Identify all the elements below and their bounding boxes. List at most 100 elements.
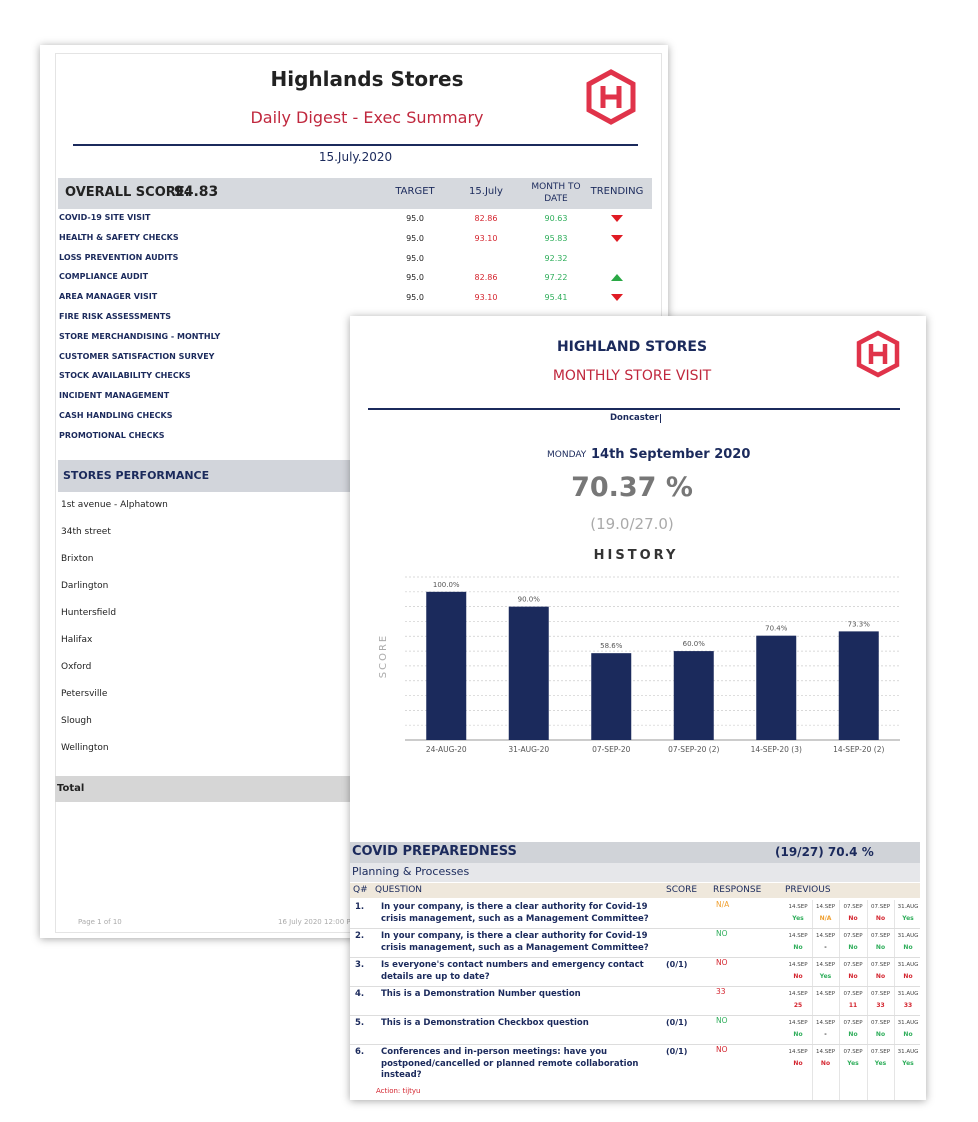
prev-date: 31.AUG xyxy=(897,1020,919,1026)
prev-value: No xyxy=(848,1031,858,1038)
prev-value: No xyxy=(903,973,913,980)
cell-divider xyxy=(894,958,895,986)
cell-divider xyxy=(839,1016,840,1044)
prev-date: 14.SEP xyxy=(788,1020,808,1026)
q-text: Conferences and in-person meetings: have… xyxy=(381,1047,639,1080)
cell-divider xyxy=(839,958,840,986)
bar xyxy=(426,591,467,740)
trend-icon xyxy=(611,274,623,282)
date: 14th September 2020 xyxy=(591,447,751,462)
store-name: Brixton xyxy=(61,554,94,564)
x-tick-label: 07-SEP-20 (2) xyxy=(668,745,719,754)
prev-value: No xyxy=(875,1031,886,1038)
trend-arrow xyxy=(611,234,623,242)
q-text: In your company, is there a clear author… xyxy=(381,931,649,953)
footer-date: 16 July 2020 12:00 P xyxy=(278,918,351,926)
q-num: 6. xyxy=(355,1047,365,1057)
cell-divider xyxy=(894,900,895,928)
prev-value: - xyxy=(824,1031,827,1038)
x-tick-label: 14-SEP-20 (2) xyxy=(833,745,884,754)
row-target: 95.0 xyxy=(406,253,424,263)
q-action: Action: tijtyu xyxy=(376,1087,421,1095)
row-day: 93.10 xyxy=(474,233,498,243)
row-day: 82.86 xyxy=(474,214,498,223)
prev-value: Yes xyxy=(847,1060,859,1067)
q-num: 1. xyxy=(355,902,365,912)
total: Total xyxy=(57,783,85,794)
prev-value: N/A xyxy=(819,915,832,922)
separator xyxy=(660,414,661,423)
score-label: OVERALL SCORE: xyxy=(65,185,190,200)
cell-divider xyxy=(811,958,813,986)
prev-date: 31.AUG xyxy=(897,904,919,910)
value-label: 70.4% xyxy=(765,625,788,633)
cell-divider xyxy=(894,929,895,957)
prev-value: 33 xyxy=(903,1002,913,1009)
column-header: TRENDING xyxy=(590,186,644,197)
prev-value: Yes xyxy=(874,1060,887,1067)
score-bar xyxy=(58,178,652,209)
prev-value: No xyxy=(848,973,858,980)
q-response: NO xyxy=(716,958,728,967)
fraction: (19.0/27.0) xyxy=(590,515,674,533)
prev-date: 07.SEP xyxy=(843,991,863,997)
q-score: (0/1) xyxy=(666,1018,688,1027)
cell-divider xyxy=(811,900,813,928)
prev-date: 07.SEP xyxy=(870,933,891,939)
column-header: 15.July xyxy=(469,186,503,197)
prev-value: No xyxy=(875,973,886,980)
row-border xyxy=(350,1015,920,1016)
cell-divider xyxy=(811,1045,813,1100)
row-border xyxy=(350,986,920,987)
prev-value: No xyxy=(903,944,913,951)
column-header: PREVIOUS xyxy=(785,885,831,895)
row-name: PROMOTIONAL CHECKS xyxy=(59,430,165,440)
prev-value: Yes xyxy=(902,1060,914,1067)
prev-date: 14.SEP xyxy=(815,1020,836,1026)
value-label: 73.3% xyxy=(848,620,871,628)
prev-date: 31.AUG xyxy=(897,962,919,968)
trend-arrow xyxy=(611,294,623,302)
subtitle: Daily Digest - Exec Summary xyxy=(250,108,484,127)
chart: SCORE 100.0% 24-AUG-20 90.0% 31-AUG-20 58.6%… xyxy=(378,576,900,754)
prev-value: - xyxy=(824,944,827,951)
value-label: 90.0% xyxy=(518,596,541,604)
x-tick-label: 31-AUG-20 xyxy=(508,745,549,754)
cell-divider xyxy=(866,929,868,957)
cell-divider xyxy=(866,958,868,986)
cell-divider xyxy=(811,987,813,1015)
cell-divider xyxy=(866,1045,868,1100)
prev-date: 07.SEP xyxy=(870,991,891,997)
value-label: 60.0% xyxy=(683,640,706,648)
q-response: NO xyxy=(716,1016,728,1025)
score: 94.83 xyxy=(174,184,219,200)
row-target: 95.0 xyxy=(406,293,424,303)
footer-page: Page 1 of 10 xyxy=(78,918,122,926)
row-border xyxy=(350,928,920,929)
q-text: In your company, is there a clear author… xyxy=(381,902,649,924)
prev-value: No xyxy=(793,1060,803,1067)
section-score: (19/27) 70.4 % xyxy=(775,845,874,859)
prev-date: 31.AUG xyxy=(897,991,919,997)
row-border xyxy=(350,957,920,958)
row-mtd: 92.32 xyxy=(544,253,568,263)
prev-value: Yes xyxy=(792,915,804,922)
x-tick-label: 07-SEP-20 xyxy=(592,745,631,754)
store-name: Wellington xyxy=(61,743,109,753)
prev-value: No xyxy=(903,1031,913,1038)
row-day: 82.86 xyxy=(474,273,498,283)
cell-divider xyxy=(839,1045,840,1100)
cell-divider xyxy=(839,929,840,957)
x-tick-label: 24-AUG-20 xyxy=(426,745,467,754)
header-bar xyxy=(350,883,920,898)
score: 70.37 % xyxy=(571,472,693,503)
prev-date: 07.SEP xyxy=(843,904,863,910)
prev-date: 31.AUG xyxy=(897,933,919,939)
row-name: COMPLIANCE AUDIT xyxy=(59,272,149,282)
date: 15.July.2020 xyxy=(318,150,393,164)
history-title: HISTORY xyxy=(593,548,679,563)
prev-date: 07.SEP xyxy=(870,1020,891,1026)
cell-divider xyxy=(839,987,840,1015)
bar xyxy=(673,651,714,740)
prev-date: 07.SEP xyxy=(870,904,891,910)
